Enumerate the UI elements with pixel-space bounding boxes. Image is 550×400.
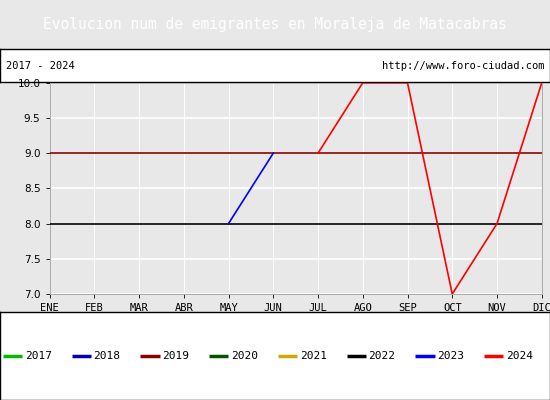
Text: 2023: 2023 (437, 351, 464, 361)
Text: http://www.foro-ciudad.com: http://www.foro-ciudad.com (382, 61, 544, 70)
Text: 2018: 2018 (94, 351, 120, 361)
Text: 2017: 2017 (25, 351, 52, 361)
Text: 2024: 2024 (506, 351, 533, 361)
Text: 2019: 2019 (162, 351, 189, 361)
Text: 2017 - 2024: 2017 - 2024 (6, 61, 74, 70)
Text: 2021: 2021 (300, 351, 327, 361)
Text: 2022: 2022 (368, 351, 395, 361)
Text: 2020: 2020 (231, 351, 258, 361)
Text: Evolucion num de emigrantes en Moraleja de Matacabras: Evolucion num de emigrantes en Moraleja … (43, 18, 507, 32)
